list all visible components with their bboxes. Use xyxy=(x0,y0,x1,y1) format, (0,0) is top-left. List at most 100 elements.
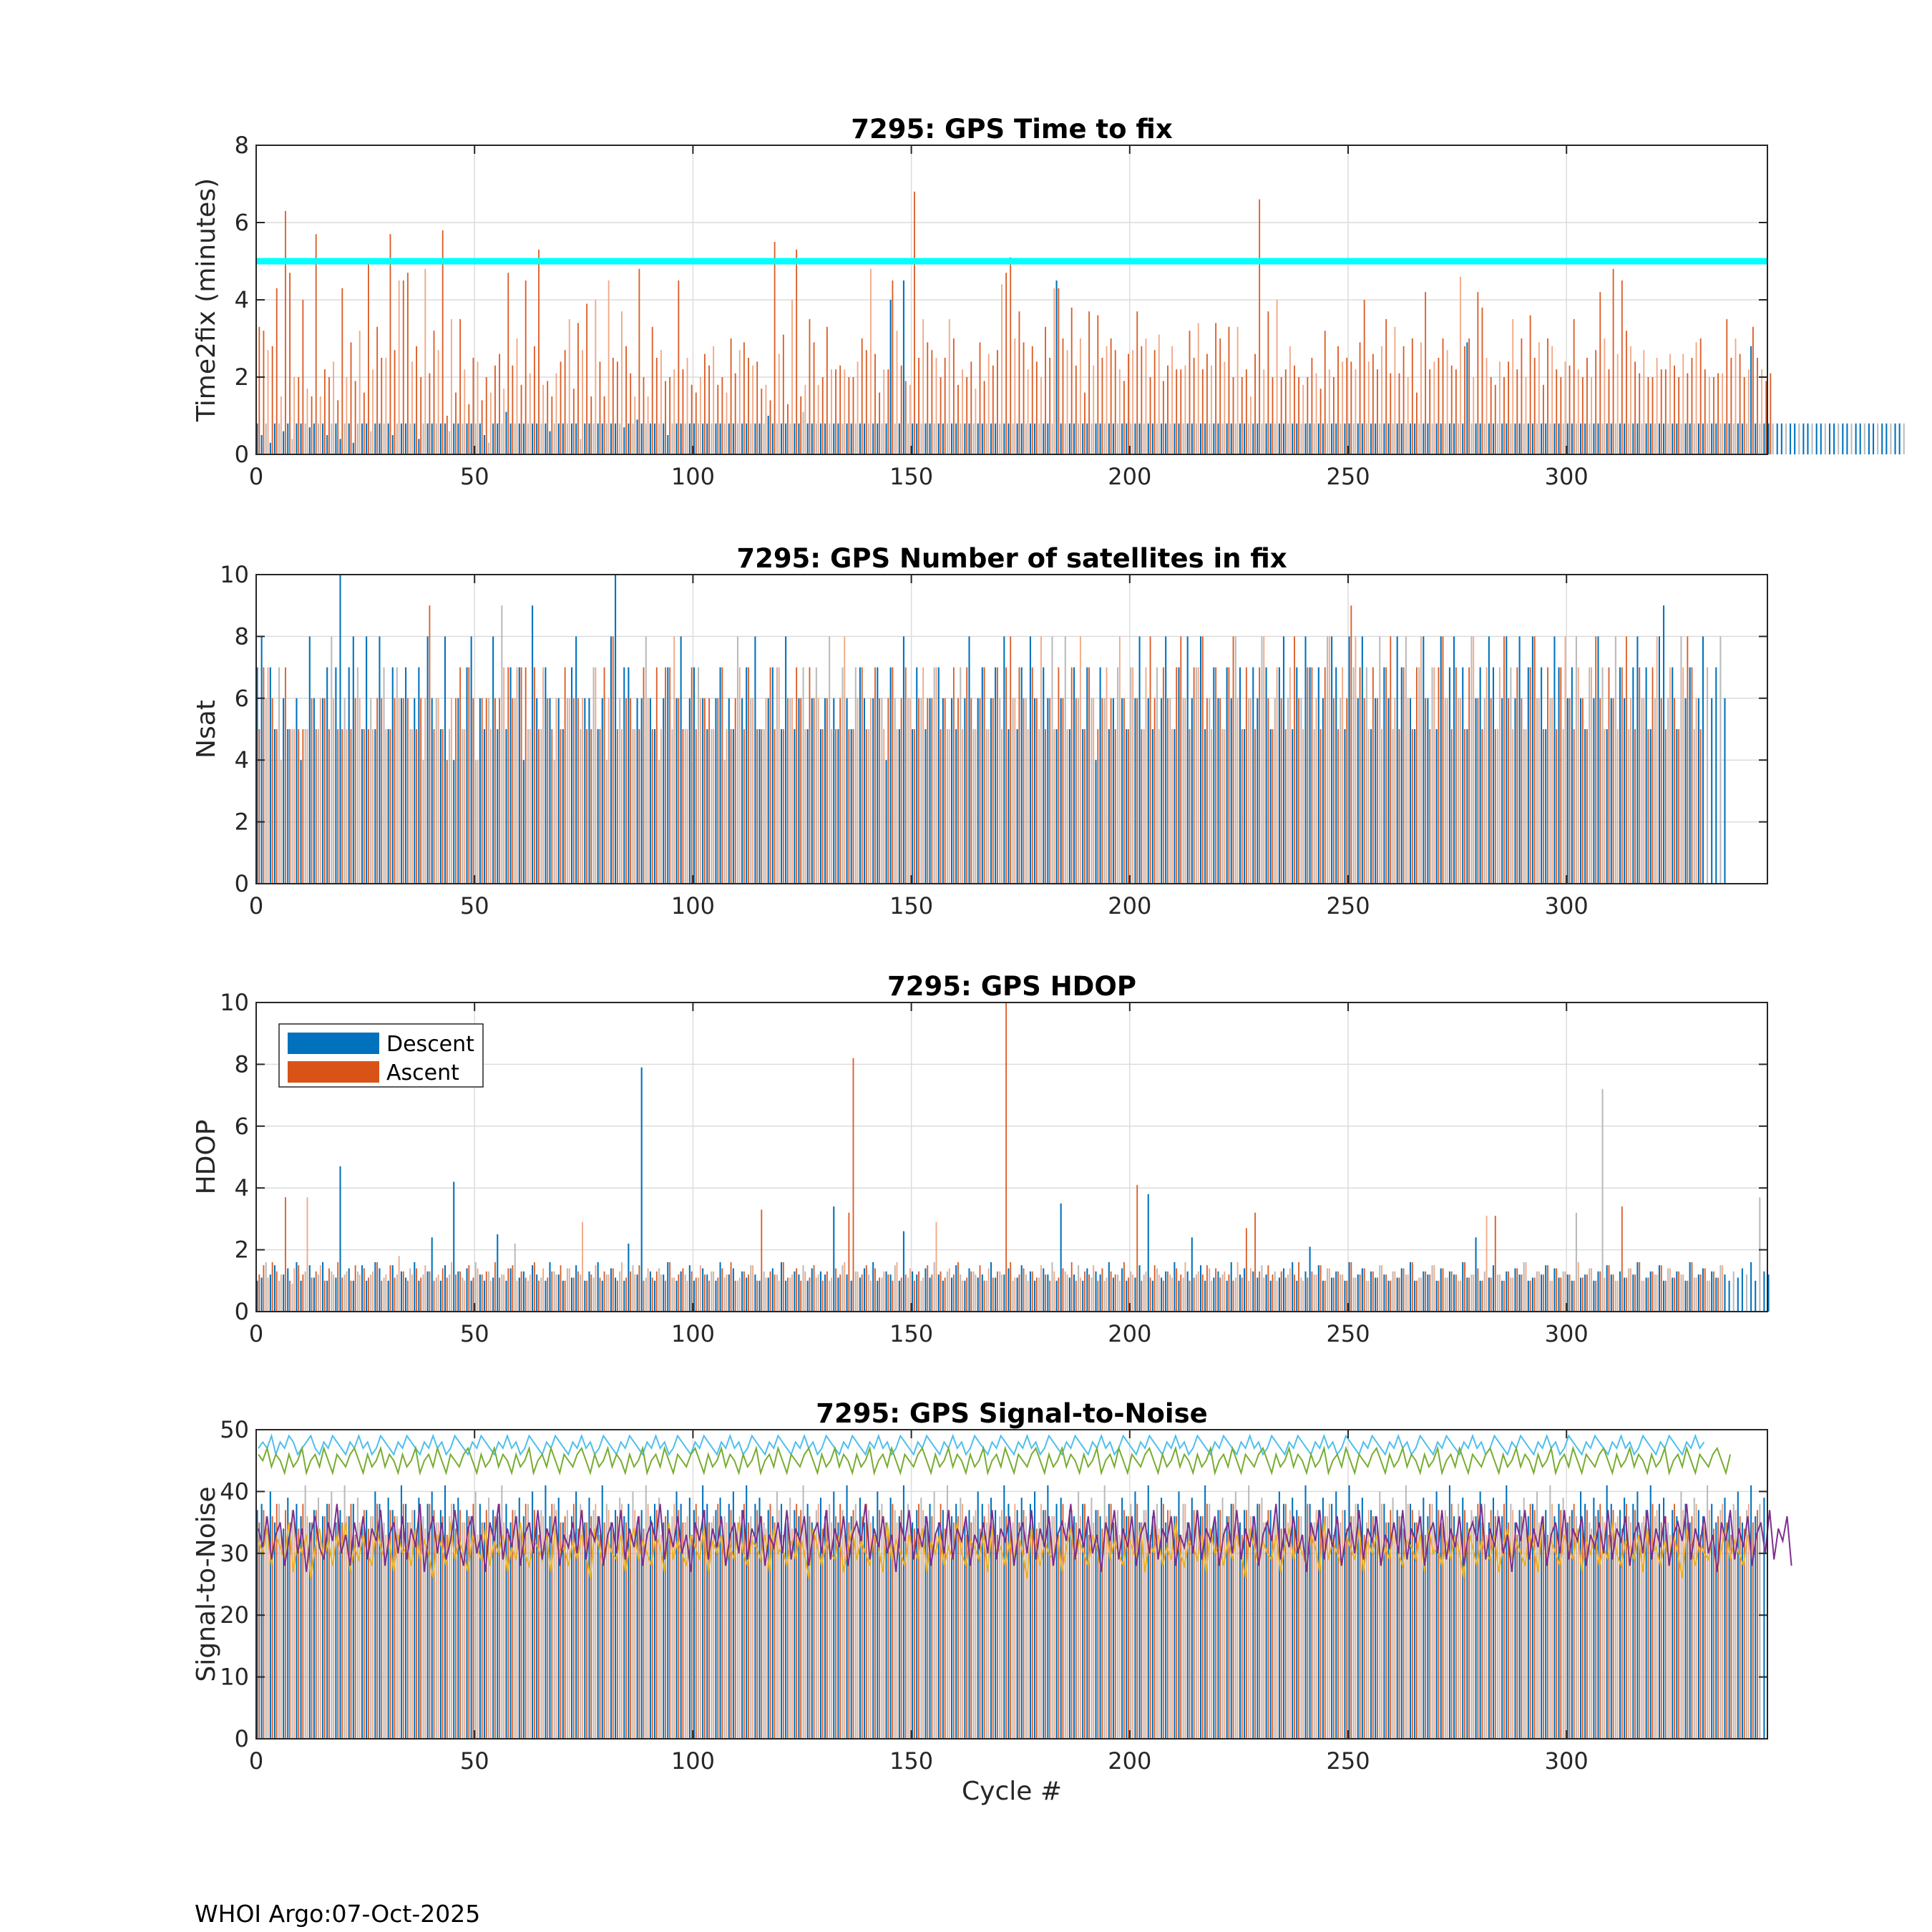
descent-bar xyxy=(1282,423,1285,454)
descent-bar xyxy=(1741,1522,1743,1739)
ascent-bar xyxy=(1586,358,1588,454)
ascent-bar xyxy=(381,1522,383,1739)
descent-bar xyxy=(339,575,341,884)
descent-bar xyxy=(1593,423,1595,454)
descent-bar xyxy=(680,1503,682,1739)
ascent-bar xyxy=(1674,698,1675,884)
descent-bar xyxy=(1003,636,1005,884)
ascent-bar xyxy=(756,729,758,884)
ascent-bar xyxy=(315,1271,317,1312)
ascent-bar xyxy=(686,729,688,884)
descent-bar xyxy=(1597,636,1599,884)
descent-bar xyxy=(1252,1516,1254,1739)
ascent-bar xyxy=(1236,1262,1239,1312)
ascent-bar xyxy=(437,1274,439,1312)
ascent-bar xyxy=(1695,698,1697,884)
descent-bar xyxy=(479,1274,481,1312)
descent-bar xyxy=(946,423,949,454)
ascent-bar xyxy=(612,636,614,884)
descent-bar xyxy=(1763,1271,1765,1312)
descent-bar xyxy=(645,423,647,454)
descent-bar xyxy=(1737,1491,1739,1739)
descent-bar xyxy=(1313,1522,1315,1739)
descent-bar xyxy=(1161,1498,1163,1739)
ascent-bar xyxy=(489,1280,492,1312)
ascent-bar xyxy=(1556,729,1558,884)
ascent-bar xyxy=(713,346,715,454)
ascent-bar xyxy=(1045,1274,1046,1312)
descent-bar xyxy=(1728,1516,1730,1739)
descent-bar xyxy=(532,423,534,454)
descent-bar xyxy=(562,423,564,454)
ascent-bar xyxy=(1153,1265,1156,1312)
descent-bar xyxy=(675,1491,678,1739)
ascent-bar xyxy=(1442,1522,1444,1739)
descent-bar xyxy=(750,1265,752,1312)
ascent-bar xyxy=(787,1277,789,1312)
descent-bar xyxy=(1370,1510,1372,1739)
ascent-bar xyxy=(372,1516,374,1739)
descent-bar xyxy=(313,1510,315,1739)
ascent-bar xyxy=(1494,384,1496,454)
ascent-bar xyxy=(337,1262,339,1312)
descent-bar xyxy=(1326,423,1329,454)
ascent-bar xyxy=(1647,377,1649,454)
ascent-bar xyxy=(572,1503,575,1739)
ascent-bar xyxy=(952,1522,955,1739)
descent-bar xyxy=(1103,423,1106,454)
descent-bar xyxy=(837,1277,839,1312)
ascent-bar xyxy=(1280,1271,1282,1312)
descent-bar xyxy=(715,1280,717,1312)
descent-bar xyxy=(1597,1510,1599,1739)
descent-bar xyxy=(1649,1271,1652,1312)
descent-bar xyxy=(829,1280,831,1312)
descent-bar xyxy=(1261,1498,1263,1739)
ascent-bar xyxy=(1114,1274,1116,1312)
ascent-bar xyxy=(756,1280,758,1312)
descent-bar xyxy=(1689,423,1691,454)
ascent-bar xyxy=(577,1271,579,1312)
ascent-bar xyxy=(1206,698,1208,884)
ascent-bar xyxy=(1473,1516,1475,1739)
descent-bar xyxy=(741,1271,743,1312)
ascent-bar xyxy=(1446,698,1448,884)
ascent-bar xyxy=(625,1522,627,1739)
ascent-bar xyxy=(464,729,466,884)
ascent-bar xyxy=(1158,1528,1160,1739)
ascent-bar xyxy=(1438,1510,1440,1739)
ascent-bar xyxy=(1066,350,1068,454)
ascent-bar xyxy=(1084,1503,1085,1739)
ascent-bar xyxy=(1490,698,1492,884)
descent-bar xyxy=(946,1271,949,1312)
y-axis-label: HDOP xyxy=(192,1120,221,1195)
descent-bar xyxy=(698,1516,700,1739)
descent-bar xyxy=(300,423,302,454)
ascent-bar xyxy=(997,1271,998,1312)
descent-bar xyxy=(1265,1522,1267,1739)
ascent-bar xyxy=(1294,1522,1295,1739)
descent-bar xyxy=(881,1503,883,1739)
footer-text: WHOI Argo:07-Oct-2025 xyxy=(195,1900,481,1928)
descent-bar xyxy=(1025,698,1027,884)
descent-bar xyxy=(1099,1274,1101,1312)
descent-bar xyxy=(1514,423,1516,454)
ascent-bar xyxy=(1612,1274,1614,1312)
ascent-bar xyxy=(280,1274,282,1312)
descent-bar xyxy=(1423,423,1425,454)
descent-bar xyxy=(806,729,809,884)
ascent-bar xyxy=(1197,667,1199,884)
descent-bar xyxy=(379,1503,381,1739)
ascent-bar xyxy=(992,698,994,884)
ascent-bar xyxy=(394,698,396,884)
descent-bar xyxy=(1038,1277,1040,1312)
descent-bar xyxy=(1182,1503,1184,1739)
descent-bar xyxy=(632,729,634,884)
descent-bar xyxy=(706,729,708,884)
ascent-bar xyxy=(1075,698,1077,884)
ascent-bar xyxy=(1058,1277,1060,1312)
descent-bar xyxy=(1680,1491,1682,1739)
descent-bar xyxy=(1313,1274,1315,1312)
chart-title: 7295: GPS Number of satellites in fix xyxy=(736,543,1287,574)
ascent-bar xyxy=(1066,729,1068,884)
descent-bar xyxy=(1331,423,1333,454)
